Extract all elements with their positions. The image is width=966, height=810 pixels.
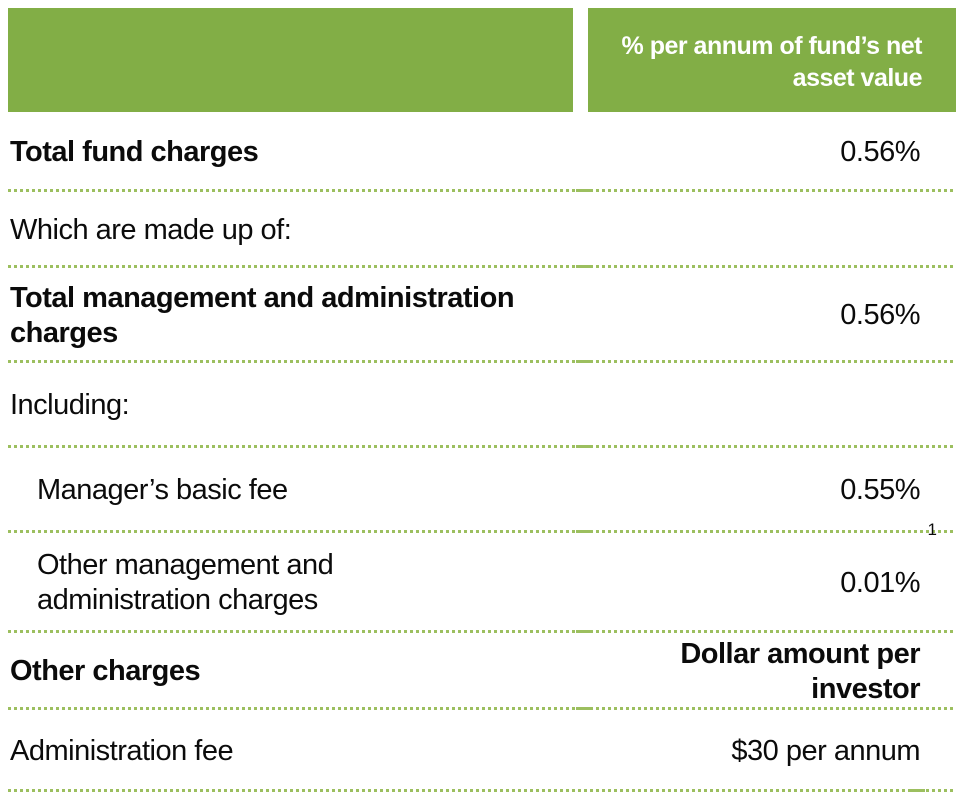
separator-dash <box>576 630 593 633</box>
row-label: Other management and administration char… <box>37 549 334 616</box>
table-row-other-management-admin-charges: Other management and administration char… <box>8 521 956 636</box>
table-row-including: Including: <box>8 363 956 448</box>
separator-dash <box>576 189 593 192</box>
row-label: Including: <box>10 389 130 421</box>
row-separator <box>8 630 956 633</box>
separator-dash <box>576 265 593 268</box>
table-row-administration-fee: Administration fee $30 per annum <box>8 710 956 792</box>
row-value: $30 per annum <box>731 734 920 767</box>
row-label: Which are made up of: <box>10 213 292 246</box>
table-row-which-are-made-up-of: Which are made up of: <box>8 192 956 268</box>
percent-column-header-label: % per annum of fund’s net asset value <box>621 32 923 92</box>
row-separator <box>8 445 956 448</box>
separator-dash <box>576 707 593 710</box>
row-separator <box>8 789 956 792</box>
header-cell-percent-column: % per annum of fund’s net asset value <box>588 8 956 112</box>
row-value-text: 0.01% <box>840 566 920 599</box>
separator-dash <box>576 445 593 448</box>
separator-dash <box>576 530 593 533</box>
separator-dash <box>910 789 925 792</box>
row-separator <box>8 360 956 363</box>
row-value: 0.01% 1 <box>573 521 956 636</box>
row-value: 0.55% <box>840 474 920 506</box>
row-value: 0.56% <box>840 299 920 331</box>
row-separator <box>8 265 956 268</box>
row-label: Total fund charges <box>10 135 259 168</box>
table-row-total-fund-charges: Total fund charges 0.56% <box>8 112 956 192</box>
table-header-row: % per annum of fund’s net asset value <box>8 8 956 112</box>
row-separator <box>8 707 956 710</box>
row-value: 0.56% <box>840 135 920 168</box>
row-value: Dollar amount per investor <box>680 637 920 705</box>
row-label: Manager’s basic fee <box>37 474 288 506</box>
table-row-other-charges-header: Other charges Dollar amount per investor <box>8 633 956 710</box>
fund-charges-table: % per annum of fund’s net asset value To… <box>8 8 956 792</box>
row-separator <box>8 530 956 533</box>
separator-dash <box>576 360 593 363</box>
row-separator <box>8 189 956 192</box>
row-label: Administration fee <box>10 734 234 767</box>
table-row-total-management-admin-charges: Total management and administration char… <box>8 268 956 363</box>
header-cell-blank <box>8 8 573 112</box>
footnote-marker: 1 <box>927 519 937 539</box>
row-label: Total management and administration char… <box>10 281 515 349</box>
table-row-managers-basic-fee: Manager’s basic fee 0.55% <box>8 448 956 533</box>
row-label: Other charges <box>10 655 201 687</box>
